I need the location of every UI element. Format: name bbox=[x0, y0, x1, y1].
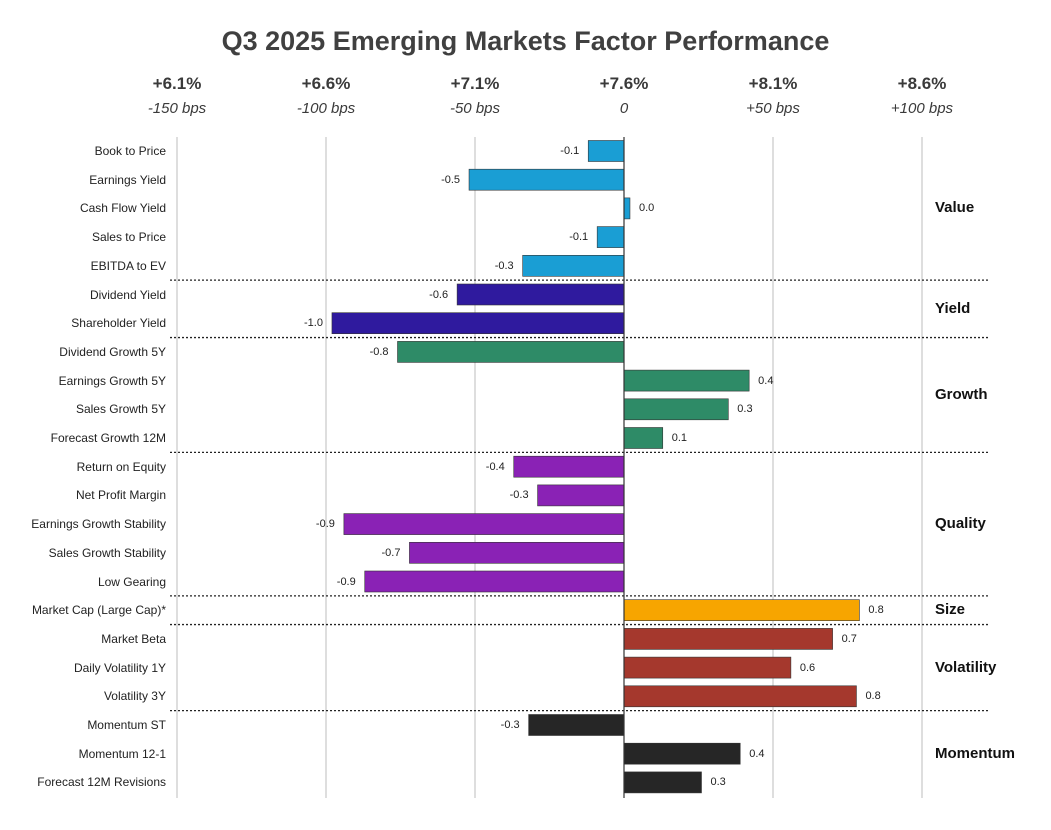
data-label: -0.5 bbox=[441, 173, 461, 186]
bar-growth bbox=[623, 398, 729, 421]
data-label: -0.1 bbox=[569, 231, 589, 244]
group-label-value: Value bbox=[935, 199, 975, 217]
axis-tick-return: +7.6% bbox=[599, 74, 649, 93]
data-label: 0.0 bbox=[638, 202, 655, 215]
factor-label: Net Profit Margin bbox=[75, 488, 166, 503]
axis-tick-bps: -150 bps bbox=[147, 100, 207, 117]
data-label: -0.7 bbox=[381, 546, 401, 559]
axis-tick-bps: -100 bps bbox=[296, 100, 356, 117]
axis-tick-bps: -50 bps bbox=[449, 100, 501, 117]
group-label-momentum: Momentum bbox=[935, 744, 1015, 762]
bar-volatility bbox=[623, 628, 833, 650]
bar-growth bbox=[623, 427, 664, 449]
data-label: -0.9 bbox=[336, 575, 356, 588]
axis-tick-return: +6.6% bbox=[301, 74, 351, 93]
factor-label: EBITDA to EV bbox=[90, 258, 166, 273]
data-label: -0.3 bbox=[509, 489, 529, 502]
bar-quality bbox=[364, 570, 625, 593]
data-label: -0.3 bbox=[500, 719, 520, 731]
factor-label: Cash Flow Yield bbox=[79, 201, 166, 216]
factor-label: Market Beta bbox=[101, 631, 166, 646]
factor-label: Momentum 12-1 bbox=[78, 746, 166, 761]
bar-quality bbox=[513, 455, 625, 478]
factor-label: Volatility 3Y bbox=[103, 689, 166, 704]
axis-tick-return: +6.1% bbox=[152, 74, 202, 93]
bar-yield bbox=[331, 312, 625, 335]
group-label-volatility: Volatility bbox=[935, 658, 997, 676]
factor-label: Momentum ST bbox=[87, 718, 166, 732]
factor-label: Book to Price bbox=[94, 144, 166, 158]
bar-volatility bbox=[623, 656, 792, 679]
factor-label: Dividend Yield bbox=[89, 287, 166, 302]
factor-label: Forecast Growth 12M bbox=[50, 431, 166, 445]
data-label: -0.4 bbox=[485, 460, 505, 473]
factor-label: Sales to Price bbox=[91, 230, 166, 245]
bar-value bbox=[596, 226, 625, 248]
data-label: 0.3 bbox=[710, 776, 726, 789]
axis-tick-return: +8.1% bbox=[748, 74, 798, 93]
bar-volatility bbox=[623, 685, 857, 708]
factor-label: Low Gearing bbox=[97, 574, 166, 589]
factor-label: Daily Volatility 1Y bbox=[73, 660, 166, 675]
data-label: -1.0 bbox=[304, 317, 323, 330]
bar-value bbox=[522, 255, 625, 277]
data-label: 0.7 bbox=[841, 632, 857, 645]
factor-label: Sales Growth Stability bbox=[48, 545, 166, 560]
data-label: 0.1 bbox=[671, 432, 688, 444]
group-label-yield: Yield bbox=[935, 299, 971, 317]
bar-quality bbox=[343, 513, 625, 535]
data-label: 0.6 bbox=[799, 661, 816, 674]
factor-label: Earnings Yield bbox=[89, 172, 166, 187]
bar-value bbox=[623, 197, 631, 220]
axis-tick-return: +8.6% bbox=[897, 74, 947, 93]
group-label-quality: Quality bbox=[935, 515, 986, 533]
data-label: -0.8 bbox=[369, 345, 389, 358]
data-label: -0.1 bbox=[560, 145, 580, 157]
axis-tick-bps: +100 bps bbox=[890, 100, 954, 117]
bar-momentum bbox=[528, 714, 625, 736]
group-label-growth: Growth bbox=[935, 385, 988, 403]
bar-value bbox=[587, 140, 625, 162]
data-label: 0.8 bbox=[868, 604, 884, 617]
factor-label: Earnings Growth 5Y bbox=[58, 373, 166, 388]
bar-growth bbox=[397, 341, 625, 363]
factor-label: Market Cap (Large Cap)* bbox=[31, 603, 166, 618]
bar-yield bbox=[456, 283, 625, 306]
axis-tick-bps: +50 bps bbox=[746, 100, 800, 117]
factor-label: Earnings Growth Stability bbox=[31, 517, 166, 532]
bar-momentum bbox=[623, 771, 702, 794]
factor-label: Shareholder Yield bbox=[71, 316, 166, 331]
bar-momentum bbox=[623, 742, 741, 765]
factor-label: Return on Equity bbox=[76, 459, 166, 474]
data-label: 0.4 bbox=[758, 374, 774, 387]
data-label: 0.8 bbox=[865, 690, 881, 703]
factor-label: Sales Growth 5Y bbox=[75, 402, 166, 417]
axis-tick-return: +7.1% bbox=[450, 74, 500, 93]
factor-label: Forecast 12M Revisions bbox=[37, 775, 166, 790]
bar-growth bbox=[623, 369, 750, 392]
data-label: -0.9 bbox=[315, 518, 335, 531]
bar-quality bbox=[537, 484, 625, 507]
factor-label: Dividend Growth 5Y bbox=[59, 344, 166, 359]
data-label: 0.3 bbox=[737, 403, 753, 416]
group-label-size: Size bbox=[935, 601, 966, 619]
bar-quality bbox=[409, 541, 625, 564]
axis-tick-bps: 0 bbox=[619, 100, 629, 117]
bar-size bbox=[623, 599, 860, 622]
data-label: -0.3 bbox=[494, 259, 514, 272]
chart-title: Q3 2025 Emerging Markets Factor Performa… bbox=[221, 26, 830, 56]
bar-value bbox=[468, 168, 625, 191]
data-label: -0.6 bbox=[429, 288, 449, 301]
data-label: 0.4 bbox=[749, 747, 765, 760]
